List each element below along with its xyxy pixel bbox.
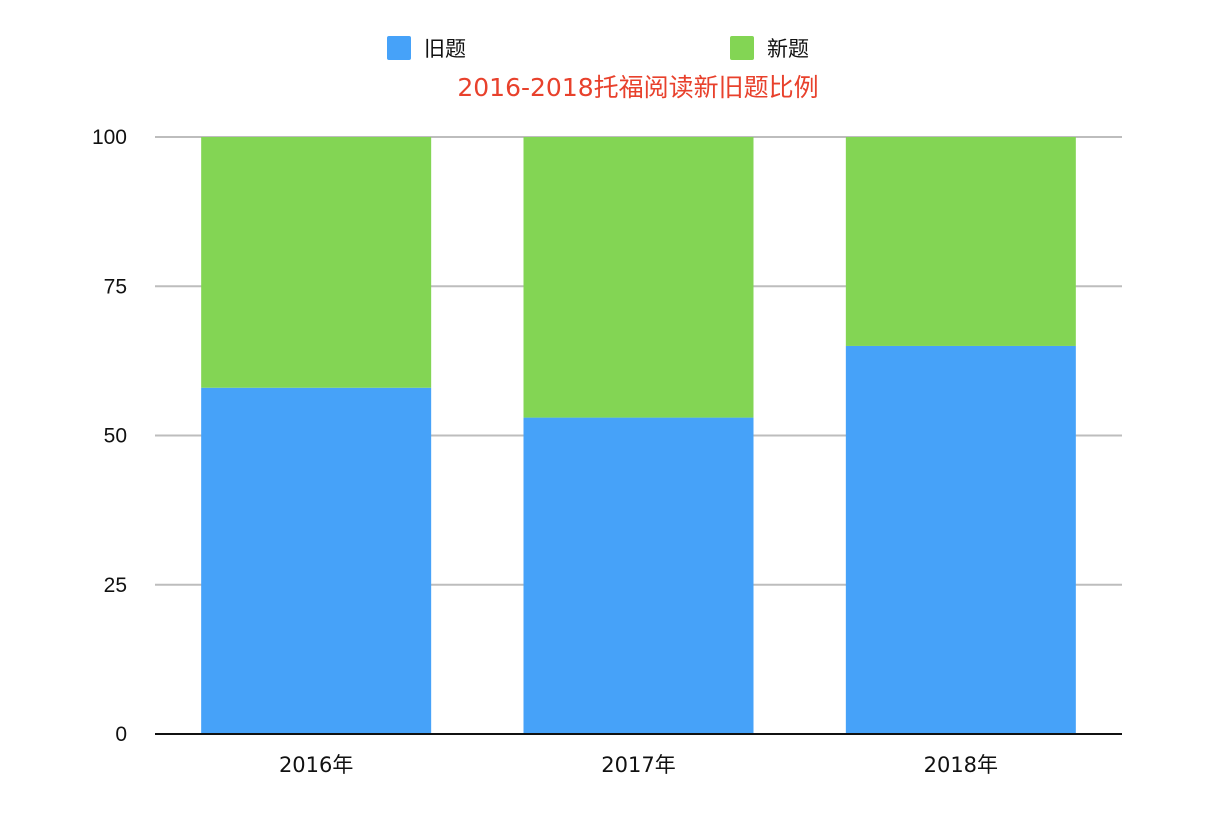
x-axis-labels: 2016年 2017年 2018年 — [279, 753, 998, 777]
y-tick-label-75: 75 — [104, 275, 127, 298]
chart-title: 2016-2018托福阅读新旧题比例 — [457, 73, 818, 102]
legend-swatch-old — [387, 36, 411, 60]
y-axis-ticks: 0 25 50 75 100 — [92, 126, 127, 746]
x-tick-label-1: 2017年 — [601, 753, 675, 777]
bar-new-2 — [845, 137, 1076, 346]
y-tick-label-100: 100 — [92, 126, 127, 149]
legend: 旧题 新题 — [387, 36, 809, 61]
legend-swatch-new — [730, 36, 754, 60]
bar-new-0 — [201, 137, 432, 388]
y-tick-label-0: 0 — [115, 723, 127, 746]
bar-old-0 — [201, 387, 432, 734]
x-tick-label-0: 2016年 — [279, 753, 353, 777]
bar-old-1 — [523, 417, 754, 734]
bars — [201, 137, 1076, 734]
y-tick-label-25: 25 — [104, 574, 127, 597]
legend-label-old: 旧题 — [424, 37, 466, 61]
bar-new-1 — [523, 137, 754, 418]
legend-label-new: 新题 — [767, 37, 809, 61]
bar-old-2 — [845, 345, 1076, 734]
y-tick-label-50: 50 — [104, 425, 127, 448]
x-tick-label-2: 2018年 — [924, 753, 998, 777]
